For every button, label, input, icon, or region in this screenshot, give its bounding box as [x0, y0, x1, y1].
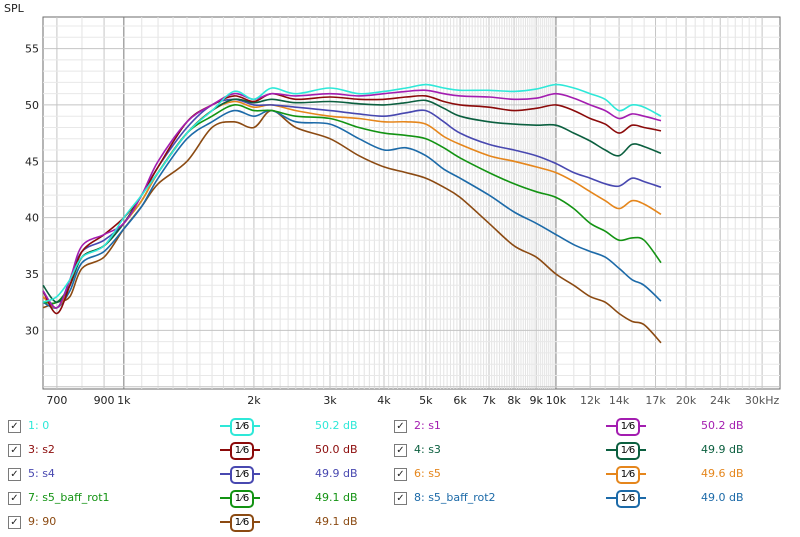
legend-label: 7: s5_baff_rot1	[28, 491, 110, 504]
y-axis-label: SPL	[4, 2, 25, 15]
series-line-1-0	[42, 83, 662, 303]
legend-label: 2: s1	[414, 419, 441, 432]
y-tick-labels: 30 35 40 45 50 55	[25, 43, 39, 338]
legend-label: 6: s5	[414, 467, 441, 480]
frequency-response-chart: 700 900 1k 2k 3k 4k 5k 6k 7k 8k 9k 10k 12k 14k 17k 20k 2…	[4, 2, 781, 405]
x-tick-labels: 700 900 1k 2k 3k 4k 5k 6k 7k 8k 9k 10k 12k 14k 17k 20k 2…	[46, 394, 779, 405]
legend-entry: ✓ 1: 0 1⁄6 50.2 dB	[0, 417, 800, 437]
legend-entry: ✓ 6: s5 1⁄6 49.6 dB	[0, 465, 800, 485]
legend-checkbox[interactable]: ✓	[394, 468, 407, 481]
smoothing-button[interactable]: 1⁄6	[220, 418, 260, 436]
smoothing-label: 1⁄6	[230, 418, 254, 436]
legend-entry: ✓ 5: s4 1⁄6 49.9 dB	[0, 465, 800, 485]
legend-entry: ✓ 7: s5_baff_rot1 1⁄6 49.1 dB	[0, 489, 800, 509]
plot-background	[42, 16, 781, 390]
smoothing-label: 1⁄6	[230, 514, 254, 532]
smoothing-button[interactable]: 1⁄6	[220, 442, 260, 460]
legend-value: 49.0 dB	[701, 491, 744, 504]
legend-value: 49.9 dB	[701, 443, 744, 456]
x-tick-label: 14k	[609, 394, 630, 405]
legend-label: 4: s3	[414, 443, 441, 456]
legend: ✓ 1: 0 1⁄6 50.2 dB ✓ 2: s1 1⁄6 50.2 dB ✓ 3: s2 1⁄6…	[0, 410, 800, 537]
x-tick-label: 900	[94, 394, 115, 405]
smoothing-label: 1⁄6	[230, 466, 254, 484]
legend-label: 3: s2	[28, 443, 55, 456]
x-tick-label: 1k	[117, 394, 131, 405]
legend-checkbox[interactable]: ✓	[394, 492, 407, 505]
smoothing-button[interactable]: 1⁄6	[220, 514, 260, 532]
grid-lines	[43, 17, 780, 389]
x-tick-label: 24k	[710, 394, 731, 405]
x-tick-label: 6k	[453, 394, 467, 405]
smoothing-label: 1⁄6	[230, 442, 254, 460]
series-line-8-s5-baff-rot2	[42, 109, 662, 309]
x-tick-label: 12k	[580, 394, 601, 405]
x-tick-label: 700	[46, 394, 67, 405]
x-tick-label: 5k	[419, 394, 433, 405]
legend-checkbox[interactable]: ✓	[8, 420, 21, 433]
x-tick-label: 9k	[529, 394, 543, 405]
y-tick-label: 40	[25, 212, 39, 225]
smoothing-button[interactable]: 1⁄6	[220, 490, 260, 508]
x-tick-label: 10k	[546, 394, 567, 405]
legend-value: 50.2 dB	[315, 419, 358, 432]
y-tick-label: 35	[25, 268, 39, 281]
x-tick-label: 2k	[247, 394, 261, 405]
legend-label: 8: s5_baff_rot2	[414, 491, 496, 504]
smoothing-button[interactable]: 1⁄6	[606, 466, 646, 484]
x-tick-label: 8k	[507, 394, 521, 405]
legend-checkbox[interactable]: ✓	[8, 444, 21, 457]
smoothing-label: 1⁄6	[616, 442, 640, 460]
smoothing-label: 1⁄6	[616, 466, 640, 484]
legend-entry: ✓ 8: s5_baff_rot2 1⁄6 49.0 dB	[0, 489, 800, 509]
legend-checkbox[interactable]: ✓	[8, 516, 21, 529]
legend-value: 50.2 dB	[701, 419, 744, 432]
x-tick-label: 4k	[377, 394, 391, 405]
series-line-2-s1	[42, 89, 662, 309]
smoothing-label: 1⁄6	[230, 490, 254, 508]
smoothing-button[interactable]: 1⁄6	[606, 490, 646, 508]
y-tick-label: 30	[25, 324, 39, 337]
y-tick-label: 55	[25, 43, 39, 56]
x-tick-label: 3k	[323, 394, 337, 405]
smoothing-button[interactable]: 1⁄6	[606, 418, 646, 436]
x-tick-label: 30kHz	[745, 394, 780, 405]
smoothing-label: 1⁄6	[616, 490, 640, 508]
smoothing-button[interactable]: 1⁄6	[606, 442, 646, 460]
legend-value: 50.0 dB	[315, 443, 358, 456]
legend-checkbox[interactable]: ✓	[8, 492, 21, 505]
smoothing-button[interactable]: 1⁄6	[220, 466, 260, 484]
legend-entry: ✓ 4: s3 1⁄6 49.9 dB	[0, 441, 800, 461]
legend-entry: ✓ 2: s1 1⁄6 50.2 dB	[0, 417, 800, 437]
series-lines	[42, 83, 662, 344]
smoothing-label: 1⁄6	[616, 418, 640, 436]
legend-entry: ✓ 3: s2 1⁄6 50.0 dB	[0, 441, 800, 461]
legend-value: 49.9 dB	[315, 467, 358, 480]
legend-label: 1: 0	[28, 419, 50, 432]
x-tick-label: 17k	[645, 394, 666, 405]
legend-checkbox[interactable]: ✓	[8, 468, 21, 481]
x-tick-label: 20k	[676, 394, 697, 405]
legend-checkbox[interactable]: ✓	[394, 420, 407, 433]
legend-value: 49.1 dB	[315, 491, 358, 504]
legend-label: 9: 90	[28, 515, 57, 528]
y-tick-label: 45	[25, 155, 39, 168]
y-tick-label: 50	[25, 99, 39, 112]
legend-value: 49.6 dB	[701, 467, 744, 480]
x-tick-label: 7k	[482, 394, 496, 405]
legend-checkbox[interactable]: ✓	[394, 444, 407, 457]
legend-value: 49.1 dB	[315, 515, 358, 528]
legend-entry: ✓ 9: 90 1⁄6 49.1 dB	[0, 513, 800, 533]
legend-label: 5: s4	[28, 467, 55, 480]
